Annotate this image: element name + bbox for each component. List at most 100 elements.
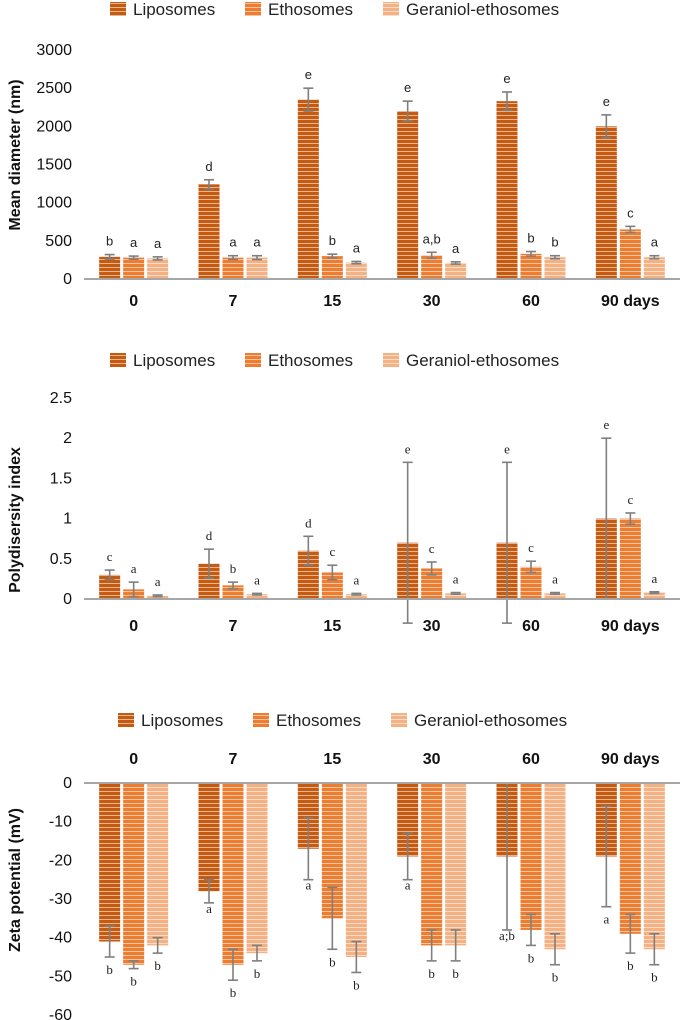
bar-geraniol (643, 592, 665, 599)
y-tick-label: 500 (45, 233, 72, 250)
y-tick-label: 0 (63, 775, 72, 792)
y-tick-label: 3000 (36, 42, 72, 59)
x-tick-label: 15 (323, 293, 341, 310)
error-bar (649, 932, 660, 966)
significance-label: e (503, 71, 510, 86)
error-bar (104, 569, 115, 581)
bar-geraniol (147, 595, 169, 599)
y-tick-label: -30 (49, 891, 72, 908)
error-bar (303, 87, 314, 112)
significance-label: b (353, 977, 360, 992)
error-bar (649, 590, 660, 595)
bar-ethosomes (520, 783, 542, 930)
error-bar (526, 913, 536, 947)
x-tick-label: 0 (129, 293, 138, 310)
legend-label-ethosomes: Ethosomes (268, 0, 353, 19)
charts-root: Liposomes Ethosomes Geraniol-ethosomes 0 500… (7, 0, 680, 1020)
error-bar (152, 594, 163, 598)
x-tick-label: 30 (423, 751, 441, 768)
legend-swatch-ethosomes (253, 713, 269, 727)
y-axis-ticks: 0 0.5 1 1.5 2 2.5 (50, 390, 72, 608)
x-tick-label: 90 days (601, 751, 660, 768)
error-bar (625, 512, 636, 526)
y-tick-label: 1000 (36, 195, 72, 212)
bar-geraniol (147, 258, 169, 279)
bar-ethosomes (321, 572, 343, 599)
significance-label: e (305, 67, 312, 82)
significance-label: a (155, 574, 161, 589)
error-bar (601, 114, 612, 139)
bar-ethosomes (321, 783, 343, 919)
bar-geraniol (445, 262, 467, 279)
bar-geraniol (544, 257, 566, 279)
bar-geraniol (246, 783, 268, 954)
error-bar (625, 913, 636, 954)
chart-zeta: Liposomes Ethosomes Geraniol-ethosomes 0 -10… (7, 711, 680, 1020)
y-axis-title: Mean diameter (nm) (7, 79, 24, 230)
y-tick-label: -40 (49, 930, 72, 947)
y-tick-label: 2.5 (50, 390, 72, 407)
bar-geraniol (643, 257, 665, 279)
significance-label: c (528, 540, 534, 555)
significance-label: a (131, 561, 137, 576)
bar-liposomes (99, 574, 121, 599)
error-bar (450, 929, 461, 962)
bar-liposomes (397, 783, 419, 857)
bar-ethosomes (520, 253, 542, 279)
error-bar (128, 581, 139, 598)
x-tick-label: 60 (522, 751, 540, 768)
legend-label-geraniol: Geraniol-ethosomes (414, 711, 567, 730)
error-bar (426, 561, 437, 576)
x-tick-label: 15 (323, 751, 341, 768)
significance-label: a (651, 571, 657, 586)
significance-label: e (405, 441, 411, 456)
bar-geraniol (445, 783, 467, 946)
significance-label: b (329, 954, 336, 969)
legend-label-liposomes: Liposomes (133, 351, 215, 370)
error-bar (104, 253, 115, 260)
bar-geraniol (345, 594, 367, 599)
significance-label: e (404, 80, 411, 95)
significance-label: a (603, 912, 609, 927)
error-bar (450, 261, 461, 265)
bar-liposomes (297, 99, 319, 279)
legend-swatch-geraniol (383, 2, 399, 16)
x-tick-label: 0 (129, 618, 138, 635)
significance-label: a;b (499, 928, 515, 943)
bar-liposomes (496, 101, 518, 279)
legend: Liposomes Ethosomes Geraniol-ethosomes (118, 711, 567, 730)
error-bar (204, 548, 214, 579)
error-bar (351, 592, 362, 596)
legend: Liposomes Ethosomes Geraniol-ethosomes (110, 351, 559, 370)
bar-liposomes (595, 126, 617, 279)
bar-ethosomes (421, 783, 443, 946)
x-tick-label: 0 (129, 751, 138, 768)
error-bar (152, 256, 163, 261)
significance-label: a (206, 901, 212, 916)
y-tick-label: 2 (63, 430, 72, 447)
error-bar (625, 225, 636, 234)
error-bar (550, 254, 560, 260)
significance-label: b (154, 958, 161, 973)
significance-label: a (552, 572, 558, 587)
bar-ethosomes (222, 585, 244, 599)
significance-label: e (504, 441, 510, 456)
significance-label: d (205, 159, 212, 174)
bar-ethosomes (421, 568, 443, 599)
error-bar (152, 936, 163, 954)
significance-label: b (106, 234, 113, 249)
error-bar (426, 251, 437, 260)
significance-label: a (452, 241, 460, 256)
x-tick-label: 30 (423, 293, 441, 310)
error-bar (303, 535, 314, 567)
significance-label: b (428, 966, 435, 981)
significance-label: b (528, 950, 535, 965)
error-bar (303, 816, 314, 881)
x-tick-label: 15 (323, 618, 341, 635)
bar-liposomes (198, 783, 220, 892)
error-bar (327, 253, 338, 259)
x-tick-label: 30 (423, 618, 441, 635)
legend-swatch-liposomes (110, 2, 126, 16)
bar-liposomes (99, 783, 121, 942)
x-tick-label: 60 (522, 618, 540, 635)
